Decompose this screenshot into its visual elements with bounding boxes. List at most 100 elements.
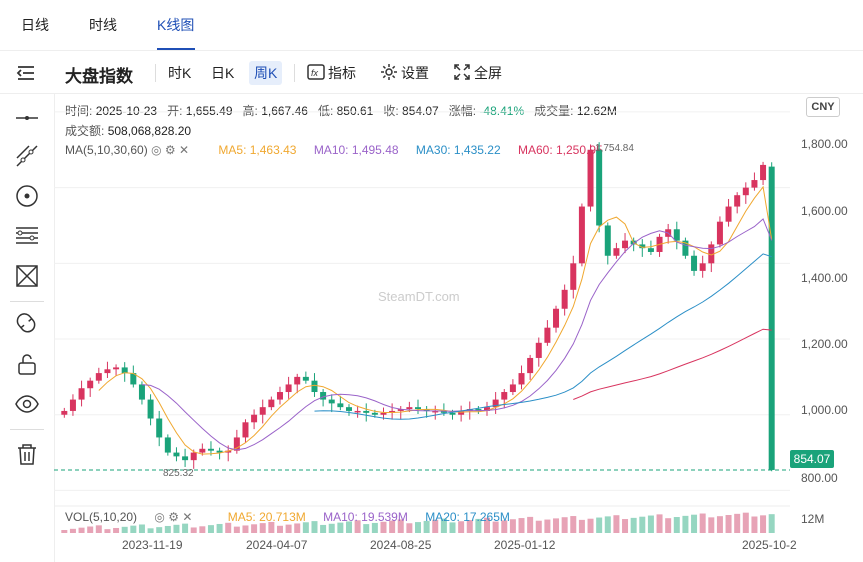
candle-body (682, 240, 689, 256)
volume-bar (578, 519, 585, 533)
candle-body (242, 422, 249, 438)
candle-body (397, 409, 404, 411)
volume-bar (596, 517, 603, 533)
candle-body (596, 149, 603, 226)
volume-value: 12.62M (576, 104, 617, 118)
candle-body (716, 221, 723, 245)
volume-bar (225, 522, 232, 533)
top-tabs: 日线 时线 K线图 (0, 0, 863, 51)
ma10-value: MA10: 1,495.48 (313, 143, 399, 157)
settings-button[interactable]: 设置 (401, 65, 429, 81)
candle-body (518, 373, 525, 385)
volume-bar (699, 513, 706, 533)
candle-body (78, 388, 85, 400)
high-value: 1,667.46 (261, 104, 308, 118)
ma-label: MA(5,10,30,60) (65, 143, 148, 157)
divider (155, 64, 156, 82)
day-k-button[interactable]: 日K (211, 65, 235, 81)
hour-k-button[interactable]: 时K (168, 65, 192, 81)
candle-body (561, 289, 568, 309)
circle-target-icon[interactable] (14, 183, 40, 209)
ma5-line (98, 185, 773, 455)
volume-bar (207, 525, 214, 533)
volume-bar (354, 520, 361, 533)
candle-body (380, 412, 387, 415)
candle-body (527, 357, 534, 374)
unlock-icon[interactable] (14, 351, 40, 377)
candle-body (302, 376, 309, 381)
fullscreen-button[interactable]: 全屏 (474, 65, 502, 81)
candle-body (207, 448, 214, 451)
horizontal-line-icon[interactable] (14, 105, 40, 131)
volume-bar (535, 520, 542, 533)
volume-bar (259, 523, 266, 533)
tab-intraday[interactable]: 时线 (89, 17, 117, 33)
volume-bar (104, 529, 111, 533)
volume-bar (78, 527, 85, 533)
candle-body (604, 225, 611, 256)
volume-bar (320, 524, 327, 533)
collapse-menu-icon[interactable] (16, 63, 36, 83)
divider (294, 64, 295, 82)
candle-body (285, 384, 292, 393)
volume-bar (311, 521, 318, 533)
candle-body (294, 376, 301, 385)
volume-bar (647, 515, 654, 533)
week-k-button[interactable]: 周K (249, 61, 283, 85)
currency-badge[interactable]: CNY (806, 97, 840, 117)
volume-bar (337, 522, 344, 533)
close-icon[interactable]: ✕ (179, 143, 190, 157)
candle-body (406, 407, 413, 410)
gear-icon[interactable]: ⚙ (164, 143, 176, 157)
drawing-tools-sidebar (0, 93, 55, 562)
x-tick: 2025-01-12 (494, 538, 556, 552)
volume-bar (630, 517, 637, 533)
kline-chart[interactable] (54, 93, 790, 538)
volume-bar (682, 515, 689, 533)
candle-body (708, 244, 715, 264)
tab-daily[interactable]: 日线 (21, 17, 49, 33)
volume-bar (613, 515, 620, 533)
fullscreen-icon[interactable] (452, 62, 472, 82)
volume-bar (440, 518, 447, 533)
hide-eye-icon[interactable]: ◎ (151, 143, 162, 157)
vol-legend: VOL(5,10,20) ◎ ⚙ ✕ MA5: 20.713M MA10: 19… (65, 510, 510, 524)
volume-bar (691, 514, 698, 533)
candle-body (268, 399, 275, 408)
close-icon[interactable]: ✕ (182, 510, 193, 524)
candle-body (182, 456, 189, 461)
volume-bar (639, 516, 646, 533)
trash-icon[interactable] (14, 441, 40, 467)
chart-title: 大盘指数 (65, 67, 133, 86)
trend-line-icon[interactable] (14, 143, 40, 169)
x-tick: 2025-10-2 (742, 538, 797, 552)
volume-bar (242, 525, 249, 533)
ma30-line (314, 253, 772, 420)
eye-icon[interactable] (14, 391, 40, 417)
volume-bar (302, 522, 309, 533)
volume-bar (363, 524, 370, 533)
hide-eye-icon[interactable]: ◎ (154, 510, 165, 524)
current-price-tag: 854.07 (790, 450, 834, 468)
candle-body (691, 255, 698, 271)
candle-body (164, 437, 171, 453)
indicators-button[interactable]: 指标 (328, 65, 356, 81)
active-tab-indicator (157, 48, 195, 50)
magnet-icon[interactable] (14, 311, 40, 337)
candle-body (337, 403, 344, 408)
gear-icon[interactable] (379, 62, 399, 82)
indicator-icon[interactable]: fx (306, 62, 326, 82)
candle-body (440, 410, 447, 413)
candle-body (673, 229, 680, 241)
volume-bar (725, 515, 732, 533)
volume-bar (466, 520, 473, 533)
volume-bar (604, 516, 611, 533)
fibonacci-icon[interactable] (14, 223, 40, 249)
candle-body (553, 308, 560, 328)
pattern-icon[interactable] (14, 263, 40, 289)
candle-body (734, 195, 741, 207)
ma-controls: ◎ ⚙ ✕ (151, 143, 211, 157)
candle-body (113, 367, 120, 370)
tab-kline[interactable]: K线图 (157, 17, 195, 33)
gear-icon[interactable]: ⚙ (168, 510, 179, 524)
